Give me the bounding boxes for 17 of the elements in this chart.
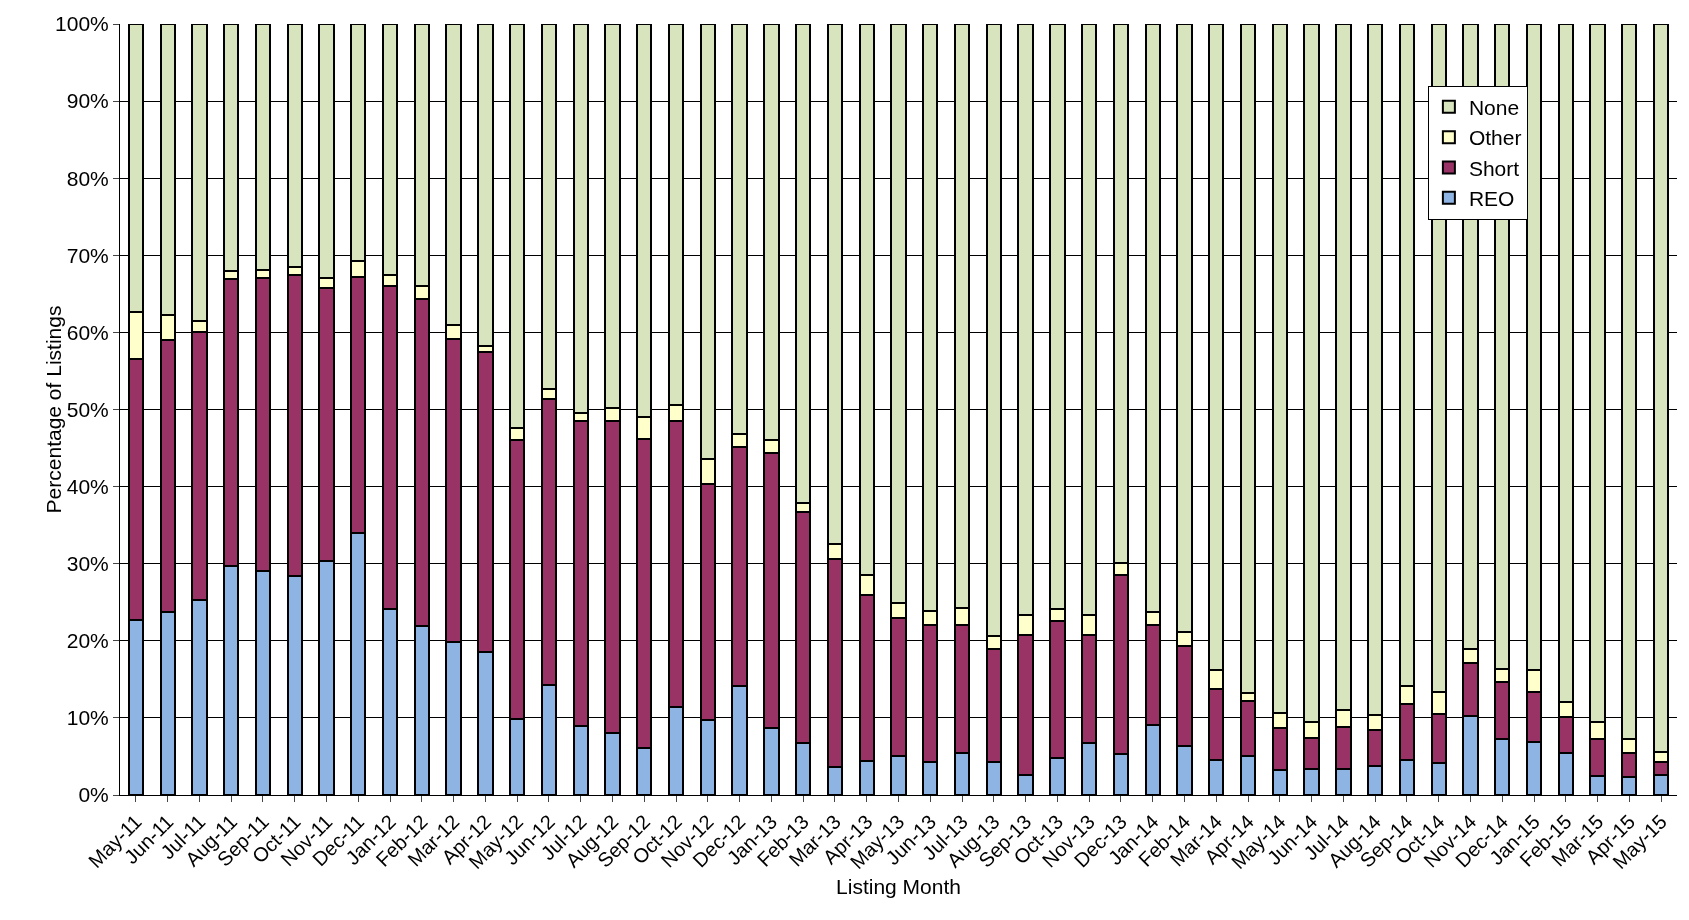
y-tick-label: 40% bbox=[66, 474, 109, 498]
y-axis-title: Percentage of Listings bbox=[41, 305, 65, 514]
y-tick-label: 80% bbox=[66, 166, 109, 190]
y-tick-label: 10% bbox=[66, 706, 109, 730]
y-tick-label: 30% bbox=[66, 552, 109, 576]
legend-label: REO bbox=[1468, 186, 1515, 210]
y-tick-label: 50% bbox=[66, 397, 109, 421]
x-axis-title: Listing Month bbox=[836, 875, 961, 899]
y-tick-label: 90% bbox=[66, 89, 109, 113]
y-tick-label: 20% bbox=[66, 629, 109, 653]
y-tick-label: 100% bbox=[55, 12, 109, 36]
legend-label: Other bbox=[1468, 126, 1522, 150]
legend-label: Short bbox=[1468, 156, 1520, 180]
y-tick-label: 60% bbox=[66, 320, 109, 344]
y-tick-label: 70% bbox=[66, 243, 109, 267]
legend-label: None bbox=[1468, 96, 1520, 120]
y-tick-label: 0% bbox=[78, 783, 109, 807]
